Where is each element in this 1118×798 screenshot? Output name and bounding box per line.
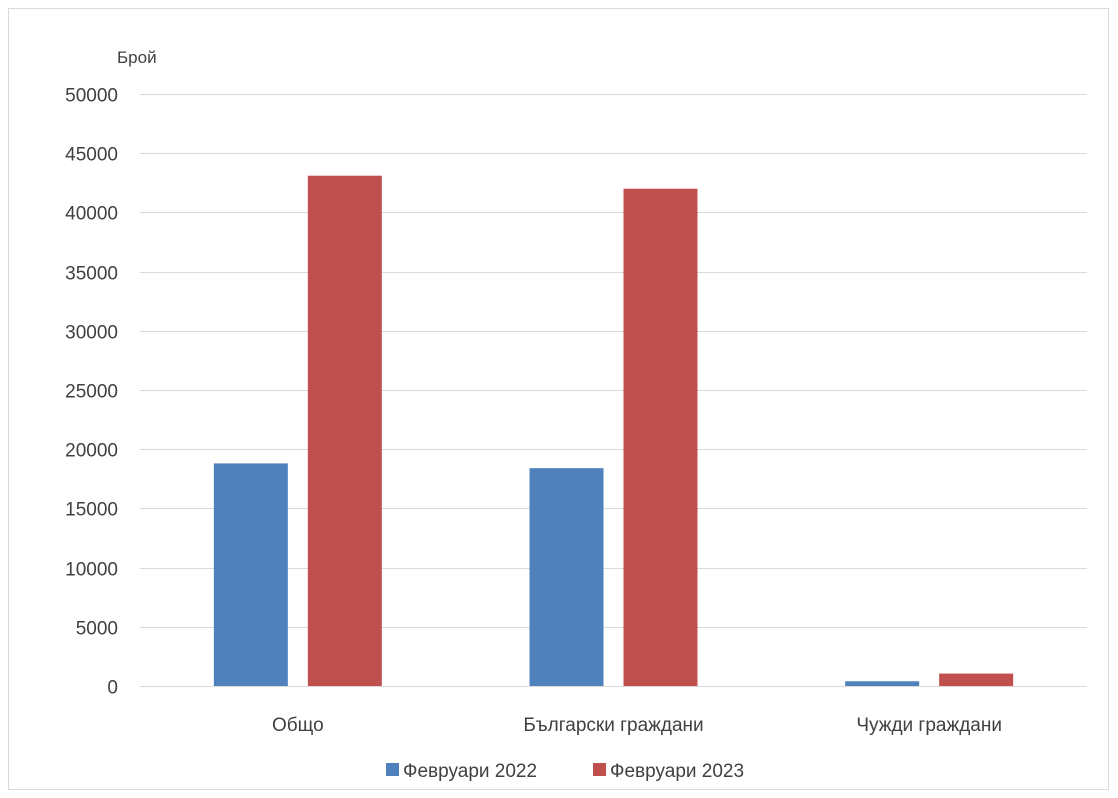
- gridlines: [140, 94, 1087, 687]
- legend-swatch: [386, 763, 399, 776]
- bars: [213, 175, 1014, 687]
- bar-chart: 0 5000 10000 15000 20000 25000 30000 35000 40000…: [65, 48, 1087, 782]
- bar: [623, 188, 698, 686]
- y-tick-label: 45000: [65, 145, 118, 166]
- x-category-label: Български граждани: [523, 715, 703, 736]
- bar: [845, 681, 920, 686]
- y-tick-label: 35000: [65, 264, 118, 285]
- legend: Февруари 2022 Февруари 2023: [386, 761, 744, 782]
- y-tick-label: 50000: [65, 86, 118, 107]
- bar: [529, 468, 604, 686]
- legend-label: Февруари 2023: [610, 761, 744, 782]
- legend-label: Февруари 2022: [403, 761, 537, 782]
- x-category-label: Общо: [272, 715, 324, 736]
- y-tick-label: 40000: [65, 204, 118, 225]
- y-axis-unit-label: Брой: [117, 48, 157, 67]
- legend-swatch: [593, 763, 606, 776]
- y-axis-ticks: 0 5000 10000 15000 20000 25000 30000 35000 40000…: [65, 86, 118, 699]
- y-tick-label: 15000: [65, 500, 118, 521]
- y-tick-label: 0: [107, 678, 118, 699]
- x-category-label: Чужди граждани: [856, 715, 1002, 736]
- y-tick-label: 5000: [76, 619, 118, 640]
- bar: [307, 175, 382, 687]
- y-tick-label: 10000: [65, 560, 118, 581]
- y-tick-label: 20000: [65, 441, 118, 462]
- y-tick-label: 30000: [65, 323, 118, 344]
- bar: [939, 673, 1014, 686]
- chart-frame: 0 5000 10000 15000 20000 25000 30000 35000 40000…: [8, 8, 1109, 790]
- x-axis-categories: Общо Български граждани Чужди граждани: [272, 715, 1002, 736]
- y-tick-label: 25000: [65, 382, 118, 403]
- bar: [213, 463, 288, 686]
